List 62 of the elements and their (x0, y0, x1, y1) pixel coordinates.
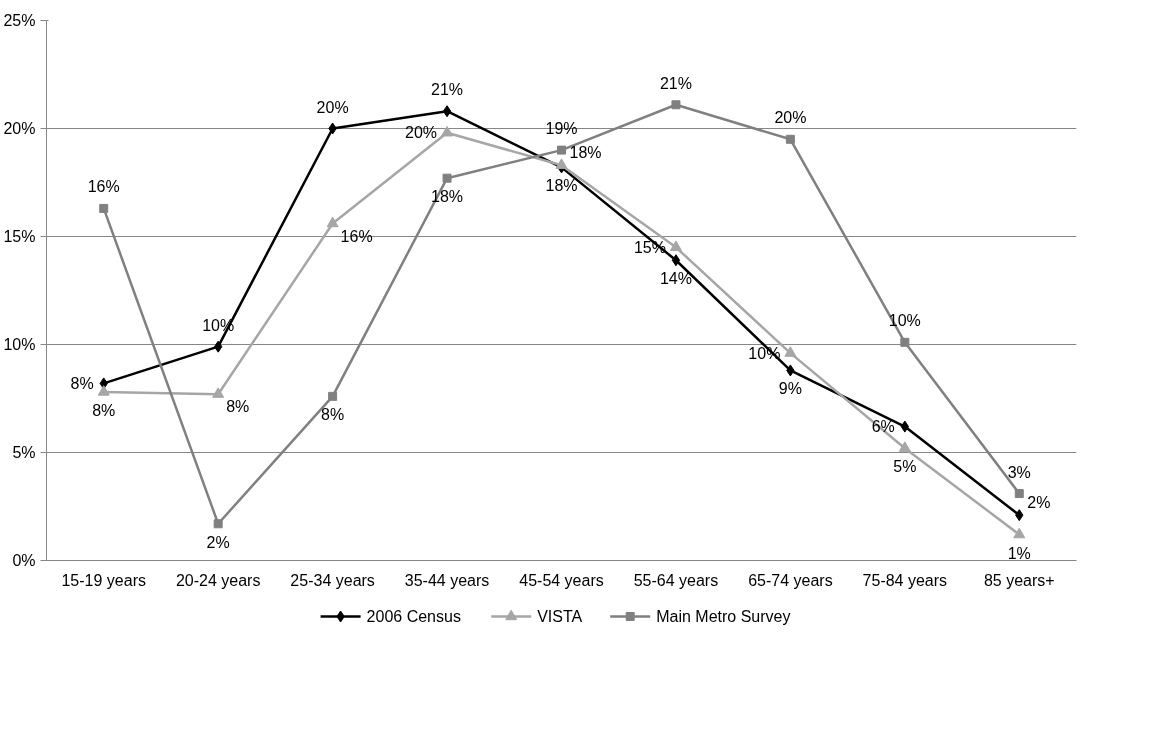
x-tick-label: 55-64 years (633, 571, 719, 589)
x-tick-label: 15-19 years (61, 571, 146, 589)
data-label: 10% (888, 312, 921, 330)
y-tick-label: 0% (12, 552, 36, 569)
point (328, 391, 338, 401)
y-tick-label: 5% (12, 444, 36, 461)
data-label: 20% (405, 124, 438, 142)
point (99, 203, 109, 213)
data-label: 19% (545, 120, 578, 138)
point (212, 387, 225, 398)
data-label: 21% (659, 74, 692, 92)
x-tick-label: 20-24 years (175, 571, 261, 589)
point (671, 100, 681, 110)
data-label: 1% (1007, 544, 1031, 562)
data-label: 20% (316, 98, 349, 116)
data-label: 2% (206, 533, 230, 551)
point (1013, 527, 1026, 539)
data-label: 16% (87, 178, 120, 196)
point (785, 134, 795, 144)
x-tick-label: 65-74 years (748, 571, 833, 589)
legend-label: VISTA (537, 608, 583, 625)
point (442, 173, 452, 183)
data-label: 5% (893, 458, 917, 476)
point (671, 254, 681, 267)
point (900, 337, 910, 347)
legend-label: 2006 Census (366, 608, 461, 625)
point (97, 385, 110, 396)
point (441, 125, 454, 137)
point (213, 519, 223, 529)
data-label: 6% (871, 418, 895, 436)
data-label: 8% (92, 402, 116, 420)
data-label: 8% (70, 374, 94, 392)
point (555, 158, 568, 169)
data-label: 16% (340, 227, 373, 245)
point (1014, 489, 1024, 499)
data-label: 3% (1007, 463, 1031, 481)
x-tick-label: 85 years+ (983, 571, 1055, 589)
data-label: 20% (774, 109, 807, 127)
data-label: 14% (659, 270, 692, 288)
y-tick-label: 15% (3, 228, 36, 245)
point (326, 216, 339, 228)
data-label: 8% (321, 406, 345, 424)
point (784, 346, 797, 357)
data-label: 21% (431, 81, 464, 99)
data-label: 18% (431, 188, 464, 206)
data-label: 9% (778, 380, 802, 398)
data-label: 8% (226, 398, 250, 416)
point (898, 441, 911, 452)
y-tick-label: 25% (3, 12, 36, 29)
x-tick-label: 45-54 years (519, 571, 604, 589)
data-label: 18% (569, 144, 602, 162)
x-tick-label: 75-84 years (862, 571, 948, 589)
point (557, 145, 566, 155)
data-label: 2% (1027, 494, 1051, 512)
point (442, 105, 452, 118)
x-tick-label: 25-34 years (290, 571, 375, 589)
legend-label: Main Metro Survey (656, 608, 791, 625)
y-tick-label: 20% (3, 120, 36, 137)
data-label: 18% (545, 177, 578, 195)
point (669, 240, 682, 251)
y-tick-label: 10% (3, 336, 36, 353)
x-tick-label: 35-44 years (404, 571, 490, 589)
